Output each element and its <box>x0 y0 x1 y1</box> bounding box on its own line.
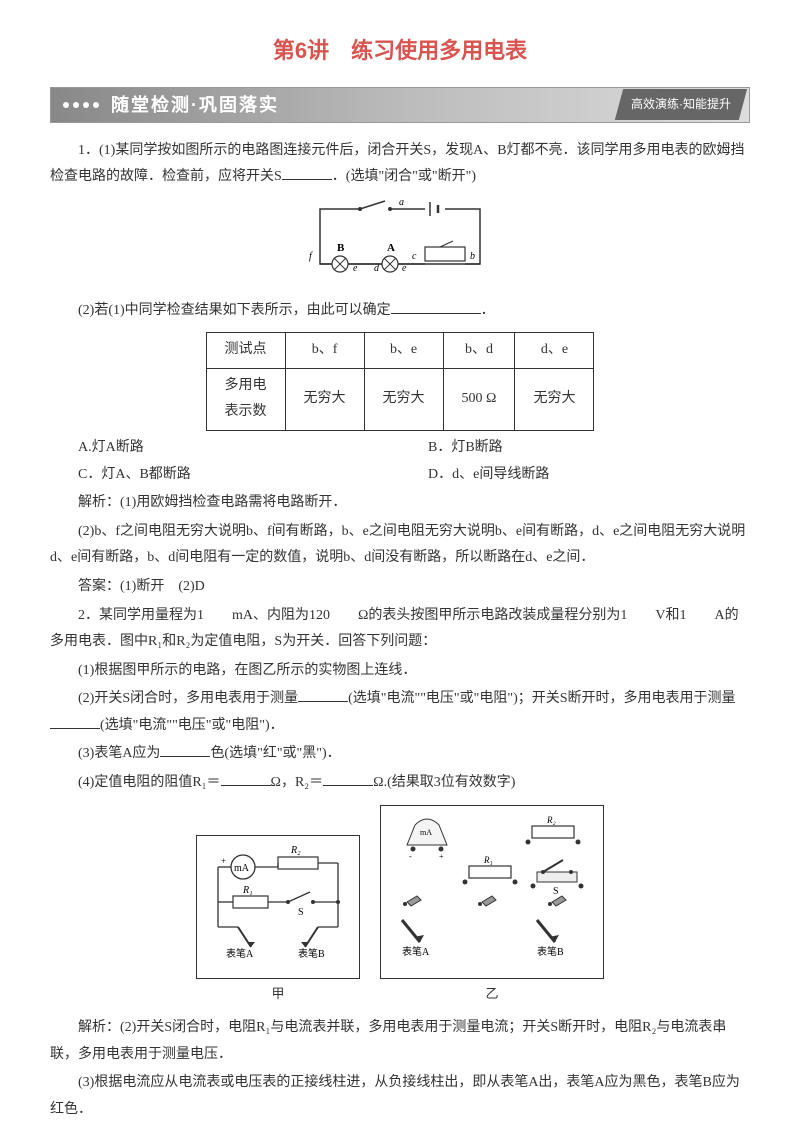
svg-text:R₂: R₂ <box>546 815 556 825</box>
svg-text:表笔A: 表笔A <box>402 945 430 958</box>
q1-answer: 答案：(1)断开 (2)D <box>50 574 750 601</box>
q2-sub4: (4)定值电阻的阻值R₁＝Ω，R₂＝Ω.(结果取3位有效数字) <box>50 770 750 797</box>
figure-yi: mA - + R₂ R₁ <box>380 805 604 1007</box>
q2-blank-1 <box>298 688 348 702</box>
q1-circuit-figure: S a c b A d e B f e <box>50 199 750 290</box>
q2-blank-3 <box>160 743 210 757</box>
q2-sub1: (1)根据图甲所示的电路，在图乙所示的实物图上连线． <box>50 658 750 685</box>
table-header: b、d <box>443 333 515 369</box>
svg-text:f: f <box>309 251 313 262</box>
q1-text-1: 1．(1)某同学按如图所示的电路图连接元件后，闭合开关S，发现A、B灯都不亮．该… <box>50 138 750 191</box>
q1-analysis-1: 解析：(1)用欧姆挡检查电路需将电路断开． <box>50 490 750 517</box>
banner-right-label: 高效演练·知能提升 <box>615 89 747 120</box>
table-row: 测试点 b、f b、e b、d d、e <box>206 333 594 369</box>
q2-blank-2 <box>50 715 100 729</box>
table-header: d、e <box>515 333 594 369</box>
svg-text:S: S <box>553 886 559 897</box>
svg-text:R₁: R₁ <box>483 855 493 865</box>
page-title: 第6讲 练习使用多用电表 <box>50 30 750 72</box>
q2-analysis-1: 解析：(2)开关S闭合时，电阻R₁与电流表并联，多用电表用于测量电流；开关S断开… <box>50 1015 750 1068</box>
svg-text:+: + <box>221 856 226 866</box>
table-cell: 无穷大 <box>364 368 443 430</box>
table-cell: 无穷大 <box>515 368 594 430</box>
table-cell: 500 Ω <box>443 368 515 430</box>
svg-text:表笔A: 表笔A <box>226 947 254 960</box>
q2-blank-4 <box>221 772 271 786</box>
svg-text:R₂: R₂ <box>290 845 301 856</box>
table-cell: 无穷大 <box>285 368 364 430</box>
figure-label-jia: 甲 <box>196 979 360 1007</box>
table-cell: 多用电 表示数 <box>206 368 285 430</box>
svg-text:S: S <box>370 199 376 202</box>
table-header: b、f <box>285 333 364 369</box>
figure-label-yi: 乙 <box>380 979 604 1007</box>
option-b: B．灯B断路 <box>400 435 750 462</box>
svg-text:mA: mA <box>234 863 250 874</box>
option-d: D．d、e间导线断路 <box>400 462 750 489</box>
banner-dots <box>51 102 99 108</box>
q1-options: A.灯A断路 B．灯B断路 C．灯A、B都断路 D．d、e间导线断路 <box>50 435 750 488</box>
svg-text:+: + <box>439 852 444 861</box>
q1-text-2: (2)若(1)中同学检查结果如下表所示，由此可以确定． <box>50 298 750 325</box>
svg-text:c: c <box>412 251 417 262</box>
table-header: 测试点 <box>206 333 285 369</box>
svg-text:e: e <box>353 263 358 274</box>
q2-blank-5 <box>323 772 373 786</box>
option-a: A.灯A断路 <box>50 435 400 462</box>
q1-blank-1 <box>282 166 332 180</box>
svg-text:表笔B: 表笔B <box>537 945 564 958</box>
q2-sub2: (2)开关S闭合时，多用电表用于测量(选填"电流""电压"或"电阻")；开关S断… <box>50 686 750 739</box>
svg-text:b: b <box>470 251 475 262</box>
banner-left-label: 随堂检测·巩固落实 <box>111 88 279 122</box>
section-banner: 随堂检测·巩固落实 高效演练·知能提升 <box>50 87 750 123</box>
figure-jia: mA R₂ R₁ <box>196 835 360 1007</box>
table-row: 多用电 表示数 无穷大 无穷大 500 Ω 无穷大 <box>206 368 594 430</box>
q2-text-1: 2．某同学用量程为1 mA、内阻为120 Ω的表头按图甲所示电路改装成量程分别为… <box>50 603 750 656</box>
option-c: C．灯A、B都断路 <box>50 462 400 489</box>
svg-text:R₁: R₁ <box>242 885 253 896</box>
q2-analysis-2: (3)根据电流应从电流表或电压表的正接线柱进，从负接线柱出，即从表笔A出，表笔A… <box>50 1070 750 1123</box>
q1-table: 测试点 b、f b、e b、d d、e 多用电 表示数 无穷大 无穷大 500 … <box>206 332 595 431</box>
svg-text:A: A <box>387 242 395 254</box>
q2-sub3: (3)表笔A应为色(选填"红"或"黑")． <box>50 741 750 768</box>
svg-text:-: - <box>409 852 412 861</box>
svg-text:a: a <box>399 199 404 208</box>
svg-text:mA: mA <box>420 828 432 837</box>
q2-figures: mA R₂ R₁ <box>50 805 750 1007</box>
svg-text:表笔B: 表笔B <box>298 947 325 960</box>
svg-text:B: B <box>337 242 345 254</box>
q1-blank-2 <box>391 300 481 314</box>
svg-text:S: S <box>298 907 304 918</box>
table-header: b、e <box>364 333 443 369</box>
q1-analysis-2: (2)b、f之间电阻无穷大说明b、f间有断路，b、e之间电阻无穷大说明b、e间有… <box>50 519 750 572</box>
